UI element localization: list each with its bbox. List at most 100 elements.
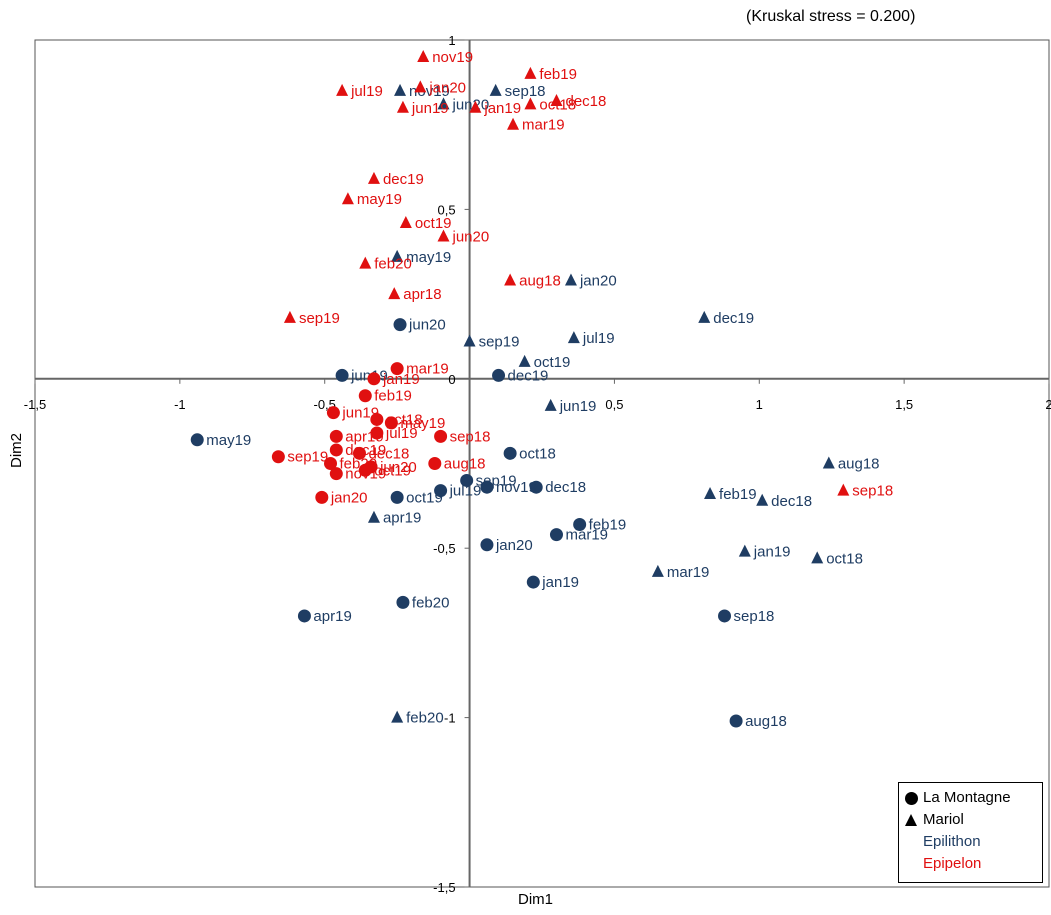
- data-point-label: oct19: [374, 462, 411, 479]
- data-point-circle: [573, 517, 587, 531]
- data-point-triangle: [469, 100, 482, 113]
- data-point-triangle: [507, 117, 520, 130]
- y-tick-label: -1,5: [433, 880, 455, 895]
- data-point-circle: [335, 368, 349, 382]
- data-point-circle: [358, 389, 372, 403]
- data-point-circle: [384, 416, 398, 430]
- data-point-triangle: [524, 97, 537, 110]
- data-point-circle: [324, 457, 338, 470]
- data-point-circle: [271, 450, 285, 464]
- data-point-label: sep18: [734, 608, 775, 625]
- data-point-triangle: [437, 229, 450, 242]
- x-tick-label: -1,5: [24, 397, 46, 412]
- data-point-label: aug18: [444, 456, 486, 473]
- data-point-circle: [190, 433, 204, 447]
- data-point-label: jun19: [559, 398, 597, 415]
- data-point-triangle: [811, 551, 824, 564]
- data-point-circle: [358, 463, 372, 477]
- data-point-circle: [549, 528, 563, 542]
- data-point-label: feb20: [374, 256, 412, 273]
- data-point-circle: [460, 473, 474, 487]
- kruskal-stress-annotation: (Kruskal stress = 0.200): [746, 8, 916, 25]
- data-point-circle: [329, 467, 343, 481]
- data-point-label: oct19: [534, 354, 571, 371]
- circle-marker-icon: [905, 791, 918, 805]
- data-point-label: feb20: [412, 594, 450, 611]
- data-point-label: nov19: [496, 479, 537, 496]
- data-point-circle: [329, 443, 343, 457]
- data-point-circle: [503, 446, 517, 460]
- data-point-triangle: [524, 66, 537, 79]
- data-point-circle: [370, 412, 384, 426]
- data-point-label: apr18: [403, 286, 441, 303]
- data-point-label: jan20: [579, 273, 617, 290]
- data-point-label: dec18: [771, 493, 812, 510]
- data-point-triangle: [391, 710, 404, 723]
- data-point-triangle: [394, 83, 407, 96]
- data-point-label: sep19: [287, 449, 328, 466]
- data-point-label: feb19: [719, 486, 757, 503]
- data-point-triangle: [504, 273, 517, 286]
- data-point-label: feb19: [589, 516, 627, 533]
- data-point-label: jun20: [379, 459, 417, 476]
- data-point-triangle: [396, 100, 409, 113]
- data-point-triangle: [489, 83, 502, 96]
- data-point-circle: [370, 426, 384, 440]
- data-point-label: mar19: [667, 564, 710, 581]
- data-point-label: dec19: [383, 171, 424, 188]
- data-point-triangle: [414, 80, 427, 93]
- data-point-triangle: [336, 83, 349, 96]
- data-point-label: jan19: [541, 574, 579, 591]
- x-tick-label: -1: [174, 397, 186, 412]
- data-point-label: oct18: [519, 445, 556, 462]
- data-point-label: jul19: [449, 483, 482, 500]
- data-point-label: jun20: [408, 317, 446, 334]
- data-point-triangle: [391, 249, 404, 262]
- triangle-marker-icon: [905, 814, 917, 826]
- data-point-circle: [396, 595, 410, 609]
- data-point-circle: [315, 490, 329, 504]
- data-point-label: feb19: [539, 66, 577, 83]
- data-point-triangle: [837, 483, 850, 496]
- data-point-circle: [329, 429, 343, 443]
- data-point-label: jul19: [350, 83, 383, 100]
- data-point-label: dec18: [545, 479, 586, 496]
- data-point-label: mar19: [565, 527, 608, 544]
- data-point-label: apr19: [345, 428, 383, 445]
- data-point-label: aug18: [838, 456, 880, 473]
- data-point-triangle: [399, 215, 412, 228]
- legend-item-epipelon: Epipelon: [905, 853, 1036, 875]
- data-point-label: jun20: [451, 229, 489, 246]
- data-point-label: jul19: [385, 425, 418, 442]
- y-tick-label: 0,5: [437, 202, 455, 217]
- data-point-triangle: [544, 398, 557, 411]
- x-tick-label: 1: [756, 397, 763, 412]
- data-point-label: may19: [406, 249, 451, 266]
- data-point-label: nov19: [432, 49, 473, 66]
- data-point-label: nov19: [345, 466, 386, 483]
- legend-label: Epipelon: [923, 855, 982, 872]
- data-point-label: dec18: [368, 445, 409, 462]
- data-point-label: jan19: [382, 371, 420, 388]
- x-tick-label: 2: [1045, 397, 1051, 412]
- plot-frame: [34, 39, 1050, 888]
- data-point-triangle: [651, 564, 664, 577]
- data-point-label: apr19: [383, 510, 421, 527]
- data-point-triangle: [518, 354, 531, 367]
- data-point-circle: [526, 575, 540, 589]
- y-axis-label: Dim2: [8, 432, 25, 468]
- data-point-label: jun19: [411, 100, 449, 117]
- data-point-label: jul19: [582, 330, 615, 347]
- y-tick-label: -0,5: [433, 541, 455, 556]
- data-point-circle: [390, 490, 404, 504]
- data-point-label: jan19: [483, 100, 521, 117]
- data-point-label: oct18: [826, 550, 863, 567]
- data-point-label: oct19: [406, 489, 443, 506]
- x-tick-label: 0,5: [605, 397, 623, 412]
- data-point-triangle: [463, 334, 476, 347]
- data-point-label: dec19: [713, 310, 754, 327]
- data-point-label: oct19: [415, 215, 452, 232]
- data-point-circle: [393, 318, 407, 332]
- data-point-triangle: [567, 331, 580, 344]
- y-tick-label: 0: [448, 372, 455, 387]
